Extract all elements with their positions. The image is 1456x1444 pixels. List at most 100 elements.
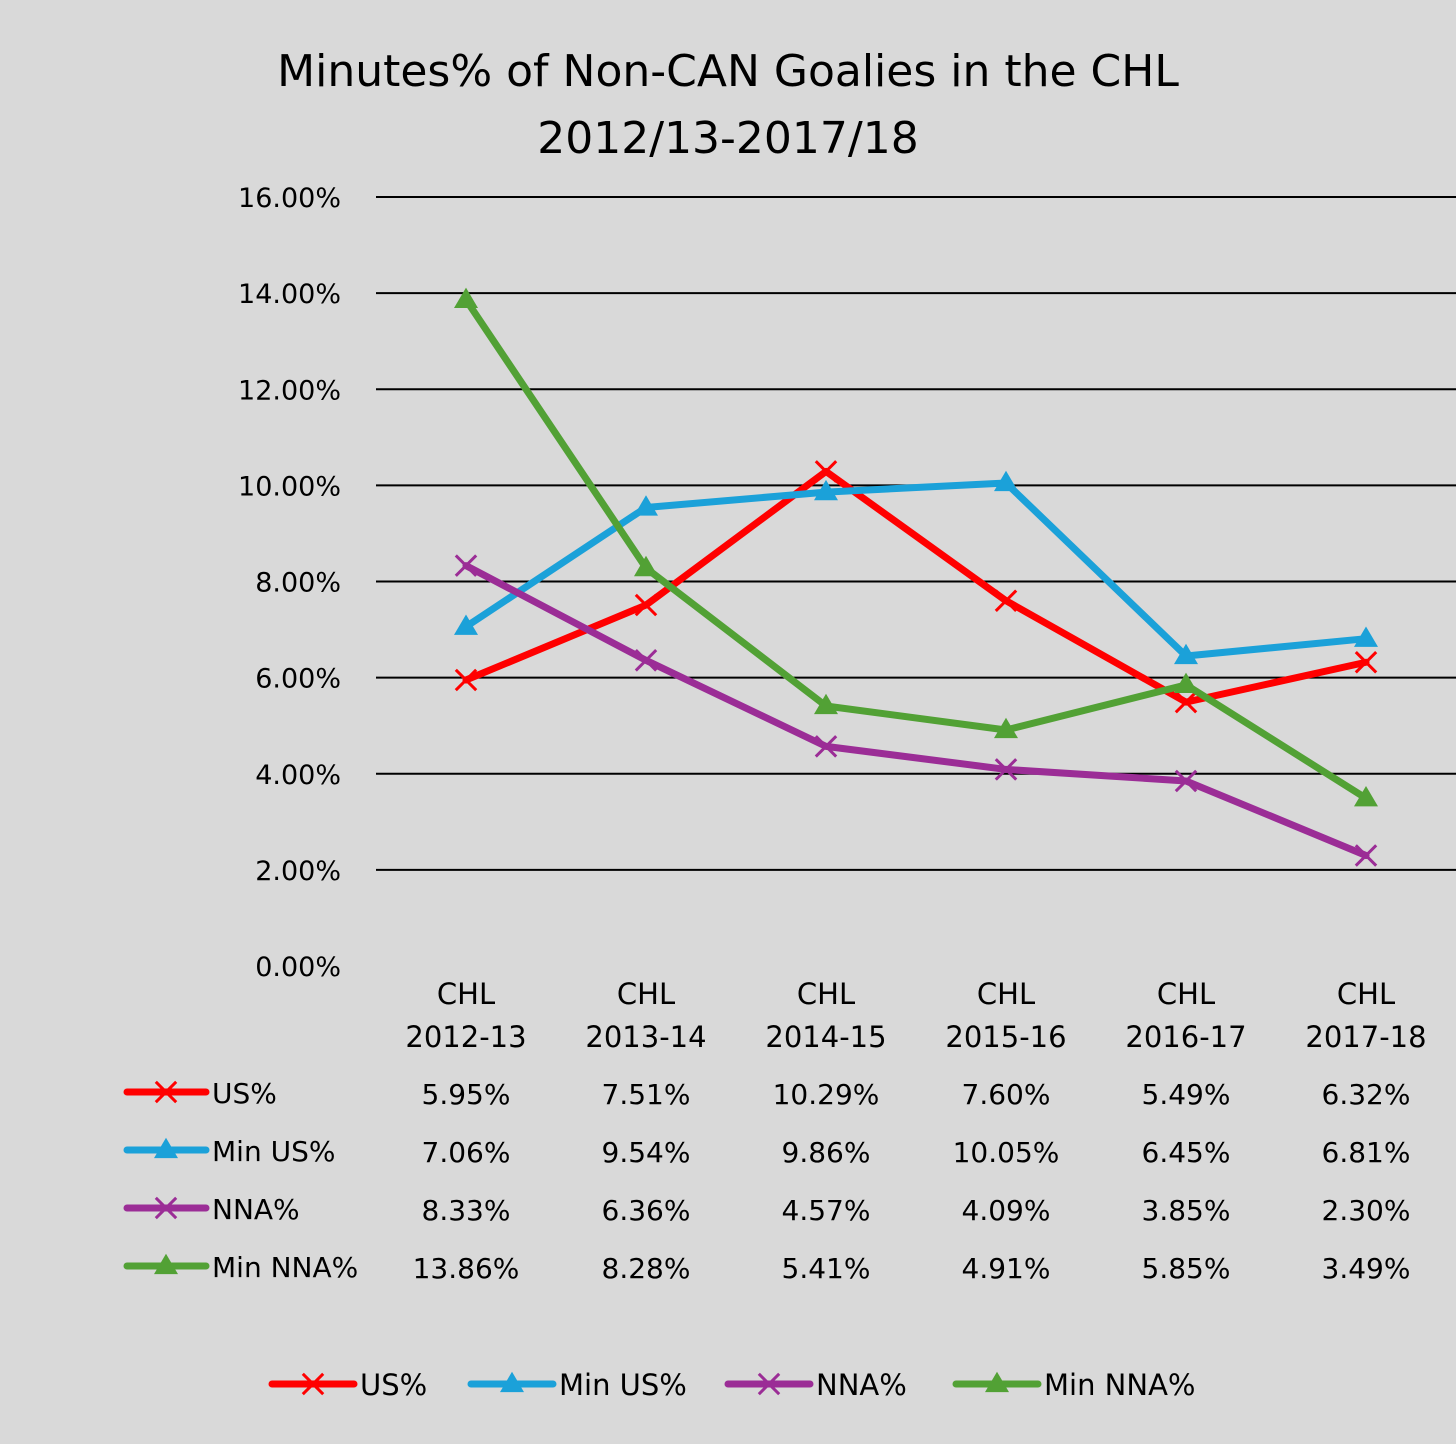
table-cell-min-uspct: 6.81%	[1322, 1136, 1411, 1169]
table-cell-nnapct: 4.57%	[782, 1194, 871, 1227]
data-point-nnapct	[454, 554, 478, 577]
data-point-nnapct-stroke-b	[1174, 769, 1198, 793]
table-key-marker-uspct	[154, 1080, 178, 1104]
data-point-uspct-stroke-b	[994, 589, 1018, 612]
data-point-uspct	[994, 589, 1018, 612]
chart-title-line-1: Minutes% of Non-CAN Goalies in the CHL	[277, 46, 1179, 97]
legend-marker-uspct-stroke-b	[301, 1372, 325, 1396]
table-cell-min-nnapct: 8.28%	[602, 1252, 691, 1285]
y-tick-label: 0.00%	[255, 952, 341, 983]
data-point-min-uspct	[1354, 626, 1378, 647]
series-line-min-uspct	[462, 479, 1370, 660]
table-cell-min-uspct: 9.86%	[782, 1136, 871, 1169]
data-point-nnapct-stroke-b	[454, 554, 478, 577]
table-cell-nnapct: 4.09%	[962, 1194, 1051, 1227]
table-cell-min-nnapct: 3.49%	[1322, 1252, 1411, 1285]
y-tick-label: 14.00%	[238, 279, 341, 310]
table-key-marker-uspct-stroke-b	[154, 1080, 178, 1104]
legend-marker-nnapct-stroke-b	[757, 1372, 781, 1396]
plot-area	[454, 287, 1378, 867]
table-cell-uspct: 7.51%	[602, 1078, 691, 1111]
data-point-uspct-stroke-b	[814, 460, 838, 483]
table-cell-nnapct: 2.30%	[1322, 1194, 1411, 1227]
legend-item-nnapct: NNA%	[724, 1368, 907, 1402]
table-cell-uspct: 5.49%	[1142, 1078, 1231, 1111]
table-cell-min-nnapct: 13.86%	[413, 1252, 520, 1285]
x-category-label: CHL	[797, 977, 855, 1011]
table-key-marker-min-uspct	[154, 1137, 178, 1159]
legend-label-uspct: US%	[360, 1368, 427, 1402]
x-category-label: 2015-16	[945, 1020, 1066, 1054]
legend-item-uspct: US%	[268, 1368, 427, 1402]
table-cell-min-uspct: 7.06%	[422, 1136, 511, 1169]
legend-item-min-nnapct: Min NNA%	[952, 1368, 1195, 1402]
y-tick-label: 2.00%	[255, 856, 341, 887]
x-category-label: CHL	[1337, 977, 1395, 1011]
table-cell-min-uspct: 9.54%	[602, 1136, 691, 1169]
data-point-nnapct	[1354, 844, 1378, 867]
data-point-nnapct	[994, 758, 1018, 781]
table-cell-uspct: 7.60%	[962, 1078, 1051, 1111]
data-point-uspct	[454, 668, 478, 692]
y-tick-label: 10.00%	[238, 471, 341, 502]
data-point-min-uspct	[454, 614, 478, 635]
legend-label-nnapct: NNA%	[816, 1368, 907, 1402]
data-point-min-uspct	[1174, 643, 1198, 665]
data-point-nnapct	[634, 649, 658, 672]
series-line-uspct	[462, 467, 1370, 706]
data-point-uspct	[1354, 650, 1378, 674]
table-key-marker-nnapct-stroke-b	[154, 1196, 178, 1220]
table-cell-min-nnapct: 5.41%	[782, 1252, 871, 1285]
series-line-min-nnapct	[462, 296, 1370, 802]
x-axis: CHL 2012-13 CHL 2013-14 CHL 2014-15 CHL 2015-16…	[405, 977, 1426, 1054]
data-table: US% 5.95% 7.51% 10.29% 7.60% 5.49% 6.32% Min US…	[123, 1077, 1411, 1285]
data-point-min-nnapct	[454, 287, 478, 309]
y-tick-label: 12.00%	[238, 375, 341, 406]
y-tick-label: 8.00%	[255, 568, 341, 599]
table-row-label-min-uspct: Min US%	[212, 1135, 335, 1168]
legend-marker-uspct	[301, 1372, 325, 1396]
data-point-uspct-stroke-b	[1174, 690, 1198, 714]
table-cell-min-uspct: 6.45%	[1142, 1136, 1231, 1169]
y-tick-label: 4.00%	[255, 760, 341, 791]
data-point-min-nnapct	[634, 555, 658, 577]
x-category-label: 2017-18	[1305, 1020, 1426, 1054]
legend-label-min-uspct: Min US%	[559, 1368, 687, 1402]
x-category-label: 2013-14	[585, 1020, 706, 1054]
data-point-min-nnapct	[1174, 672, 1198, 693]
y-tick-label: 16.00%	[238, 183, 341, 214]
x-category-label: CHL	[1157, 977, 1215, 1011]
x-category-label: 2016-17	[1125, 1020, 1246, 1054]
data-point-uspct-stroke-b	[454, 668, 478, 692]
table-row-label-nnapct: NNA%	[212, 1193, 300, 1226]
data-point-nnapct-stroke-b	[994, 758, 1018, 781]
series-line-nnapct	[462, 562, 1370, 859]
x-category-label: CHL	[437, 977, 495, 1011]
table-cell-nnapct: 3.85%	[1142, 1194, 1231, 1227]
x-category-label: 2014-15	[765, 1020, 886, 1054]
x-category-label: CHL	[977, 977, 1035, 1011]
chart-title-line-2: 2012/13-2017/18	[537, 113, 918, 164]
legend-marker-min-nnapct	[985, 1371, 1009, 1393]
legend-label-min-nnapct: Min NNA%	[1044, 1368, 1195, 1402]
table-cell-uspct: 10.29%	[773, 1078, 880, 1111]
table-cell-nnapct: 6.36%	[602, 1194, 691, 1227]
table-cell-min-nnapct: 4.91%	[962, 1252, 1051, 1285]
y-axis: 0.00% 2.00% 4.00% 6.00% 8.00% 10.00% 12.00% 14.…	[238, 183, 341, 983]
data-point-min-uspct	[994, 470, 1018, 492]
legend-marker-min-uspct	[500, 1371, 524, 1393]
data-point-nnapct-stroke-b	[1354, 844, 1378, 867]
data-point-uspct	[1174, 690, 1198, 714]
data-point-min-nnapct	[994, 717, 1018, 739]
table-row-label-uspct: US%	[212, 1077, 277, 1110]
table-cell-uspct: 6.32%	[1322, 1078, 1411, 1111]
data-point-uspct-stroke-b	[1354, 650, 1378, 674]
data-point-min-uspct	[814, 479, 838, 501]
legend: US% Min US% NNA% Min NNA%	[268, 1368, 1195, 1402]
table-row-label-min-nnapct: Min NNA%	[212, 1251, 358, 1284]
table-key-marker-min-nnapct	[154, 1253, 178, 1275]
data-point-nnapct-stroke-b	[634, 649, 658, 672]
data-point-uspct-stroke-b	[634, 593, 658, 617]
table-cell-min-nnapct: 5.85%	[1142, 1252, 1231, 1285]
data-point-nnapct	[814, 735, 838, 758]
